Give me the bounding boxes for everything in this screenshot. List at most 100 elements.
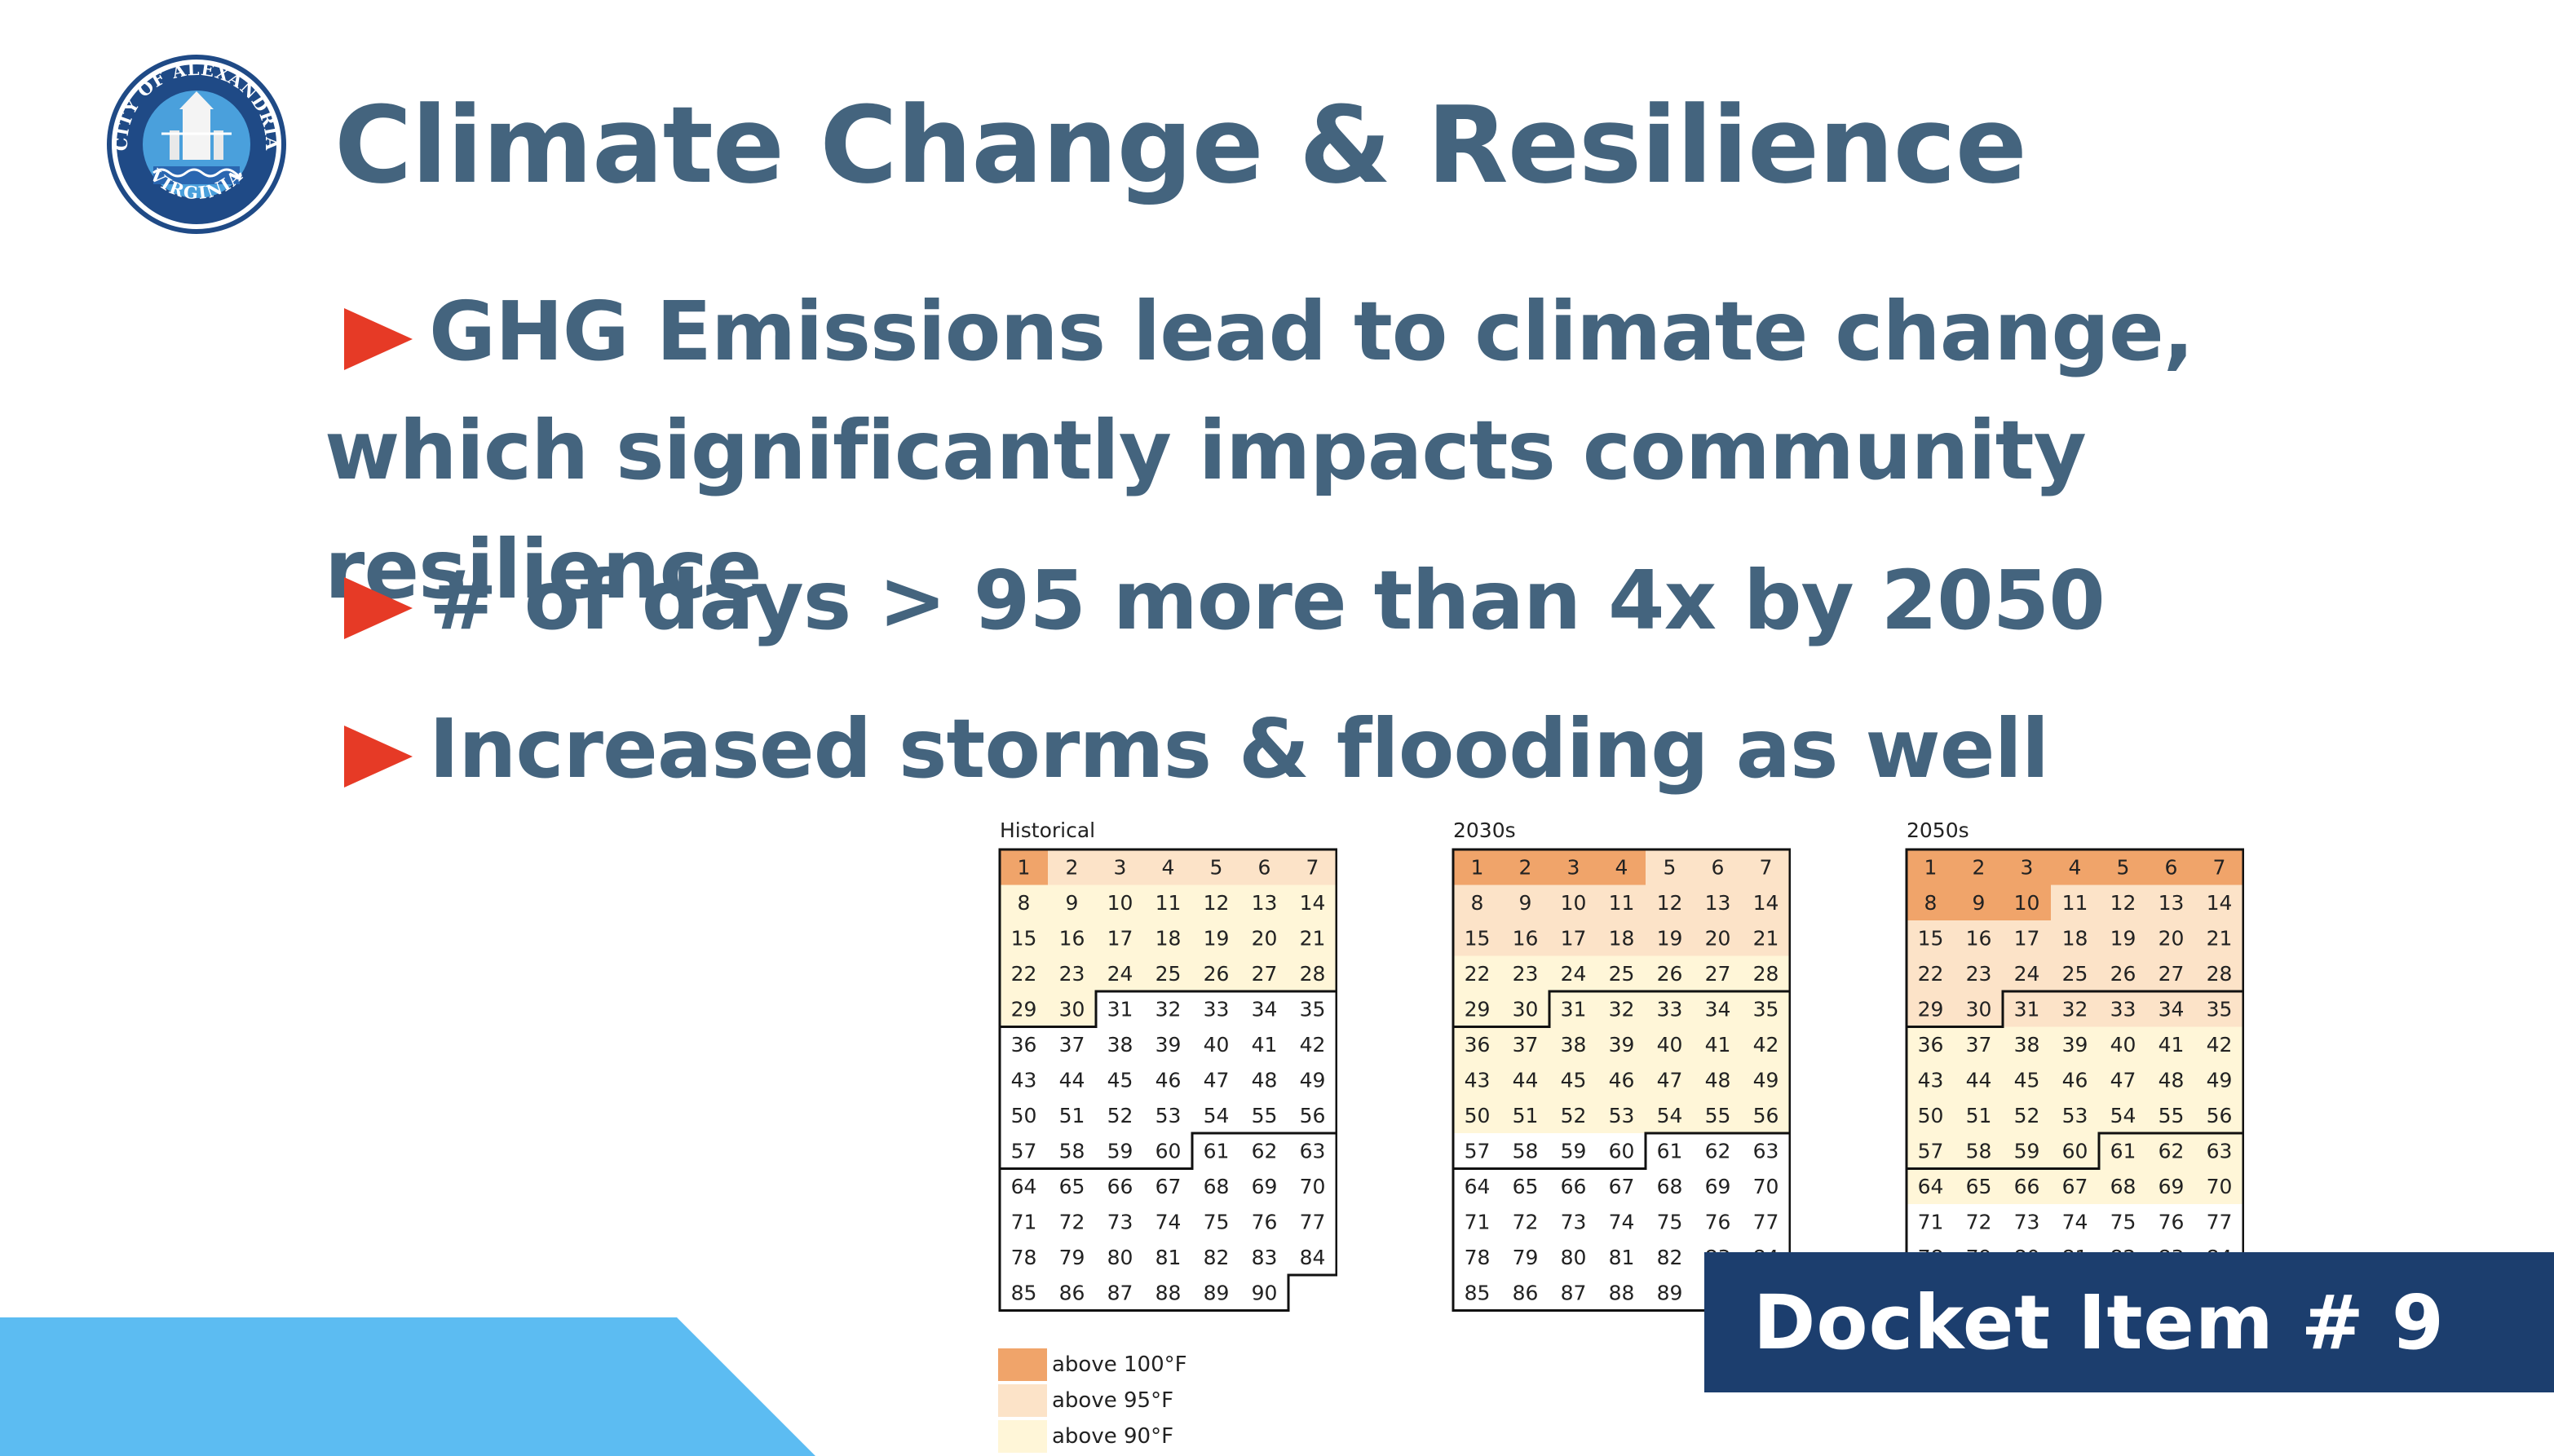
calendar-day-cell — [1000, 1133, 1048, 1169]
calendar-day-cell — [2099, 1062, 2147, 1098]
calendar-day-cell — [1646, 885, 1694, 920]
calendar-day-cell — [1501, 849, 1549, 885]
calendar-day-cell — [1240, 1239, 1288, 1275]
calendar-day-number: 81 — [1609, 1246, 1635, 1269]
calendar-day-number: 77 — [1753, 1210, 1779, 1233]
calendar-day-number: 47 — [1657, 1068, 1683, 1092]
calendar-day-number: 49 — [2207, 1068, 2233, 1092]
calendar-day-cell — [1288, 955, 1337, 991]
calendar-day-number: 64 — [1918, 1175, 1944, 1198]
calendar-day-number: 88 — [1609, 1281, 1635, 1304]
calendar-day-cell — [1240, 1097, 1288, 1133]
calendar-day-cell — [2003, 955, 2051, 991]
calendar-day-number: 27 — [1252, 962, 1278, 986]
calendar-day-number: 52 — [1107, 1104, 1133, 1127]
calendar-day-cell — [1192, 1168, 1240, 1204]
calendar-day-number: 8 — [1471, 891, 1484, 915]
calendar-day-cell — [2003, 1097, 2051, 1133]
calendar-day-cell — [1549, 849, 1597, 885]
calendar-day-cell — [1907, 920, 1955, 956]
calendar-day-number: 16 — [1966, 926, 1992, 950]
calendar-day-cell — [2147, 1168, 2195, 1204]
calendar-day-cell — [2147, 1062, 2195, 1098]
calendar-day-cell — [1742, 1133, 1790, 1169]
calendar-day-cell — [2099, 920, 2147, 956]
calendar-day-cell — [1000, 1204, 1048, 1240]
calendar-day-cell — [1240, 849, 1288, 885]
calendar-day-cell — [1907, 1026, 1955, 1062]
calendar-day-cell — [1646, 955, 1694, 991]
calendar-day-cell — [1501, 991, 1549, 1027]
calendar-day-cell — [2195, 991, 2243, 1027]
calendar-day-cell — [1955, 849, 2003, 885]
month-boundary-line — [1000, 1132, 1337, 1170]
calendar-day-cell — [1048, 1275, 1096, 1311]
calendar-day-cell — [1144, 849, 1192, 885]
calendar-day-cell — [1240, 1062, 1288, 1098]
calendar-day-cell — [1597, 1275, 1646, 1311]
calendar-day-number: 33 — [2110, 997, 2136, 1021]
calendar-day-cell — [1000, 1275, 1048, 1311]
calendar-day-number: 51 — [1513, 1104, 1539, 1127]
calendar-day-number: 71 — [1918, 1210, 1944, 1233]
calendar-day-cell — [1597, 991, 1646, 1027]
calendar-day-cell — [1907, 955, 1955, 991]
calendar-day-cell — [1742, 849, 1790, 885]
calendar-day-number: 63 — [2207, 1139, 2233, 1163]
calendar-day-number: 20 — [2159, 926, 2185, 950]
calendar-day-cell — [2147, 1097, 2195, 1133]
footer-accent-shape — [0, 1317, 815, 1456]
calendar-day-number: 29 — [1465, 997, 1491, 1021]
calendar-day-cell — [1597, 849, 1646, 885]
calendar-day-number: 15 — [1465, 926, 1491, 950]
calendar-day-number: 26 — [1204, 962, 1230, 986]
calendar-day-number: 19 — [1204, 926, 1230, 950]
calendar-day-cell — [1907, 1204, 1955, 1240]
calendar-day-number: 2 — [1066, 855, 1079, 879]
calendar-day-number: 58 — [1059, 1139, 1085, 1163]
calendar-day-cell — [1240, 1026, 1288, 1062]
calendar-day-cell — [2003, 1062, 2051, 1098]
calendar-day-number: 30 — [1059, 997, 1085, 1021]
calendar-day-number: 18 — [1155, 926, 1182, 950]
calendar-day-number: 55 — [1252, 1104, 1278, 1127]
calendar-day-cell — [2099, 955, 2147, 991]
docket-item-banner: Docket Item # 9 — [1704, 1252, 2554, 1392]
calendar-day-number: 72 — [1513, 1210, 1539, 1233]
calendar-day-cell — [2051, 991, 2099, 1027]
calendar-day-cell — [1694, 1204, 1742, 1240]
calendar-day-number: 65 — [1059, 1175, 1085, 1198]
calendar-day-number: 69 — [2159, 1175, 2185, 1198]
calendar-day-cell — [1597, 1168, 1646, 1204]
calendar-day-cell — [1048, 1168, 1096, 1204]
calendar-day-cell — [1144, 1062, 1192, 1098]
calendar-day-cell — [1742, 1097, 1790, 1133]
calendar-day-number: 49 — [1300, 1068, 1326, 1092]
calendar-day-number: 43 — [1918, 1068, 1944, 1092]
calendar-day-number: 37 — [1513, 1033, 1539, 1057]
calendar-day-cell — [1907, 1133, 1955, 1169]
calendar-day-number: 31 — [1107, 997, 1133, 1021]
calendar-day-number: 36 — [1918, 1033, 1944, 1057]
calendar-day-cell — [1597, 1062, 1646, 1098]
calendar-day-cell — [1240, 1204, 1288, 1240]
calendar-day-number: 14 — [1300, 891, 1326, 915]
calendar-day-cell — [1742, 991, 1790, 1027]
calendar-day-number: 38 — [2014, 1033, 2040, 1057]
calendar-day-number: 7 — [1306, 855, 1319, 879]
calendar-day-number: 16 — [1059, 926, 1085, 950]
calendar-day-cell — [1742, 955, 1790, 991]
calendar-day-number: 25 — [1609, 962, 1635, 986]
calendar-day-number: 9 — [1519, 891, 1532, 915]
calendar-day-cell — [2051, 885, 2099, 920]
calendar-day-number: 23 — [1966, 962, 1992, 986]
calendar-day-cell — [1907, 1168, 1955, 1204]
month-boundary-line — [1453, 1132, 1790, 1170]
calendar-day-number: 35 — [1300, 997, 1326, 1021]
calendar-day-cell — [2195, 1097, 2243, 1133]
calendar-day-cell — [1549, 1026, 1597, 1062]
calendar-day-cell — [1144, 1204, 1192, 1240]
calendar-day-number: 29 — [1918, 997, 1944, 1021]
calendar-day-cell — [2099, 885, 2147, 920]
calendar-day-cell — [2099, 849, 2147, 885]
